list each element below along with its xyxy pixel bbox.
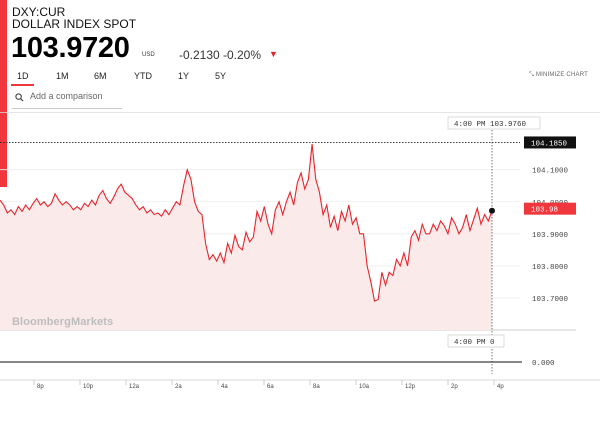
tab-1d[interactable]: 1D bbox=[17, 71, 29, 81]
accent-bar bbox=[0, 0, 7, 187]
tab-ytd[interactable]: YTD bbox=[134, 71, 152, 81]
last-price-dot bbox=[489, 207, 495, 214]
x-tick-label: 6a bbox=[267, 384, 274, 390]
x-tick-label: 2a bbox=[175, 384, 182, 390]
price-change: -0.2130 bbox=[179, 48, 220, 62]
x-tick-label: 10a bbox=[359, 384, 370, 390]
x-tick-label: 12a bbox=[129, 384, 140, 390]
volume-tag-bg bbox=[447, 334, 505, 348]
search-icon bbox=[15, 93, 24, 102]
high-price-tag: 104.1850 bbox=[524, 136, 576, 149]
price-chart[interactable]: 104.1000104.0000103.9000103.8000103.7000… bbox=[0, 112, 600, 429]
y-tick-label: 104.1000 bbox=[532, 168, 569, 176]
last-tag-bg bbox=[524, 202, 576, 215]
x-tick-label: 8a bbox=[313, 384, 320, 390]
price-change-percent: -0.20% bbox=[223, 48, 262, 62]
x-tick-label: 2p bbox=[451, 384, 458, 390]
active-tab-indicator bbox=[11, 84, 34, 86]
x-tick-label: 4a bbox=[221, 384, 228, 390]
high-tag-bg bbox=[524, 136, 576, 149]
price-tags: 104.1850 103.98 4:00 PM 103.9760 bbox=[447, 116, 576, 215]
price-area-fill bbox=[0, 144, 492, 330]
tab-5y[interactable]: 5Y bbox=[215, 71, 227, 81]
y-tick-label: 103.9000 bbox=[532, 232, 569, 240]
crosshair-label: 4:00 PM 103.9760 bbox=[454, 121, 527, 129]
x-tick-label: 8p bbox=[37, 384, 44, 390]
last-price-tag: 103.98 bbox=[524, 202, 576, 215]
y-tick-label: 103.8000 bbox=[532, 264, 569, 272]
y-tick-label: 103.7000 bbox=[532, 296, 569, 304]
comparison-input[interactable] bbox=[30, 91, 120, 101]
x-tick-label: 10p bbox=[83, 384, 94, 390]
price-line bbox=[0, 144, 493, 302]
comparison-search[interactable] bbox=[12, 88, 122, 109]
crosshair-tag-bg bbox=[447, 116, 541, 130]
tab-1m[interactable]: 1M bbox=[56, 71, 69, 81]
minimize-chart-button[interactable]: ⤡ MINIMIZE CHART bbox=[529, 72, 588, 79]
minimize-chart-label: MINIMIZE CHART bbox=[535, 72, 588, 78]
bloomberg-watermark: BloombergMarkets bbox=[12, 316, 114, 328]
last-price-label: 103.98 bbox=[531, 207, 558, 215]
last-price: 103.9720 bbox=[11, 32, 130, 64]
currency-label: USD bbox=[142, 52, 155, 58]
tab-6m[interactable]: 6M bbox=[94, 71, 107, 81]
high-price-label: 104.1850 bbox=[531, 140, 568, 148]
security-name: DOLLAR INDEX SPOT bbox=[12, 17, 137, 31]
x-axis: 8p 10p 12a 2a 4a 6a 8a 10a 12p 2p 4p bbox=[0, 379, 600, 390]
volume-tick-label: 0.000 bbox=[532, 360, 555, 368]
x-tick-label: 12p bbox=[405, 384, 416, 390]
x-tick-label: 4p bbox=[497, 384, 504, 390]
volume-crosshair-tag: 4:00 PM 0 bbox=[447, 334, 505, 348]
volume-label: 4:00 PM 0 bbox=[454, 339, 495, 347]
tab-1y[interactable]: 1Y bbox=[178, 71, 190, 81]
down-triangle-icon: ▼ bbox=[269, 49, 278, 59]
volume-panel: 4:00 PM 0 0.000 bbox=[0, 334, 555, 368]
collapse-icon: ⤡ bbox=[529, 72, 535, 78]
crosshair-tag: 4:00 PM 103.9760 bbox=[447, 116, 541, 130]
ticker-symbol: DXY:CUR bbox=[12, 5, 66, 19]
